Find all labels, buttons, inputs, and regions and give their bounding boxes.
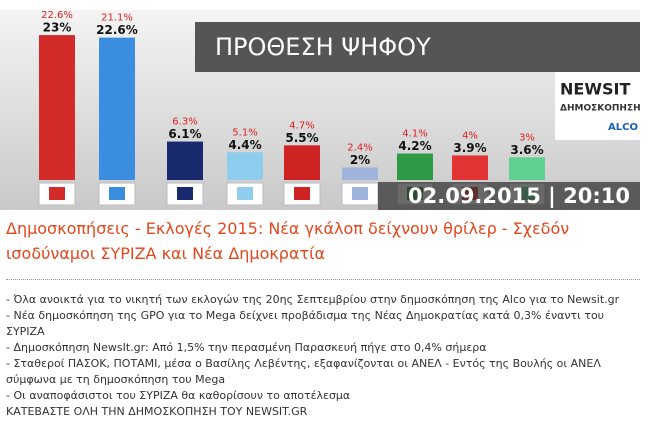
previous-label: 2.4% [347, 142, 372, 153]
separator [6, 279, 640, 280]
bar [452, 155, 488, 180]
bar [227, 152, 263, 180]
bullet: - Όλα ανοικτά για το νικητή των εκλογών … [6, 293, 620, 306]
bar [342, 167, 378, 180]
data-label: 3.9% [453, 141, 486, 155]
brand-subtitle: ΔΗΜΟΣΚΟΠΗΣΗ [560, 104, 640, 114]
data-label: 2% [350, 153, 370, 167]
previous-label: 5.1% [232, 127, 257, 138]
brand: NEWSIT [560, 80, 630, 99]
party-logo-mark [177, 187, 193, 200]
bar [397, 153, 433, 180]
timestamp: 02.09.2015 | 20:10 [408, 184, 630, 209]
bar [509, 157, 545, 180]
previous-label: 4.7% [289, 120, 314, 131]
bullet: - Σταθεροί ΠΑΣΟΚ, ΠΟΤΑΜΙ, μέσα ο Βασίλης… [6, 357, 601, 386]
data-label: 6.1% [168, 127, 201, 141]
bar [284, 145, 320, 180]
data-label: 23% [43, 21, 72, 35]
previous-label: 22.6% [41, 10, 73, 21]
data-label: 3.6% [510, 143, 543, 157]
bar [167, 141, 203, 180]
data-label: 22.6% [96, 23, 138, 37]
partner: ALCO [608, 122, 638, 133]
data-label: 4.4% [228, 138, 261, 152]
article-body: - Όλα ανοικτά για το νικητή των εκλογών … [6, 292, 642, 420]
data-label: 5.5% [285, 131, 318, 145]
data-label: 4.2% [398, 139, 431, 153]
bar [39, 35, 75, 180]
bullet: - Δημοσκόπηση NewsIt.gr: Από 1,5% την πε… [6, 341, 487, 354]
headline: Δημοσκοπήσεις - Εκλογές 2015: Νέα γκάλοπ… [6, 219, 570, 263]
party-logo-mark [237, 187, 253, 200]
timestamp-box [378, 182, 640, 210]
previous-label: 4% [462, 130, 478, 141]
previous-label: 4.1% [402, 129, 427, 140]
bullet: - Οι αναποφάσιστοι του ΣΥΡΙΖΑ θα καθορίσ… [6, 389, 351, 402]
bar [99, 37, 135, 181]
poll-image: ΠΡΟΘΕΣΗ ΨΗΦΟΥ NEWSIT ΔΗΜΟΣΚΟΠΗΣΗ ALCO 23… [0, 10, 640, 210]
previous-label: 6.3% [172, 117, 197, 128]
download-link[interactable]: ΚΑΤΕΒΑΣΤΕ ΟΛΗ ΤΗΝ ΔΗΜΟΣΚΟΠΗΣΗ ΤΟΥ NEWSIT… [6, 405, 308, 418]
party-logo-mark [109, 187, 125, 200]
previous-label: 3% [519, 132, 535, 143]
party-logo-mark [294, 187, 310, 200]
previous-label: 21.1% [101, 13, 133, 24]
title-box [195, 22, 640, 72]
brand-box [555, 72, 640, 140]
bullet: - Νέα δημοσκόπηση της GPO για το Mega δε… [6, 309, 605, 338]
chart-title: ΠΡΟΘΕΣΗ ΨΗΦΟΥ [215, 33, 431, 61]
party-logo-mark [49, 187, 65, 200]
party-logo-mark [352, 187, 368, 200]
